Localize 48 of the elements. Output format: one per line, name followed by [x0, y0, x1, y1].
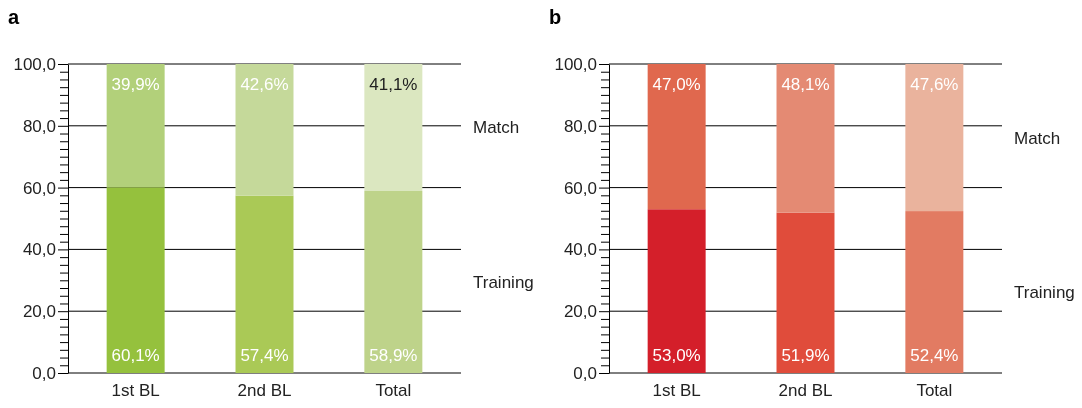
y-tick-label: 100,0 — [13, 54, 56, 74]
data-label: 42,6% — [240, 75, 289, 94]
y-tick-label: 100,0 — [554, 54, 597, 74]
data-label: 51,9% — [781, 346, 830, 365]
data-label: 57,4% — [240, 346, 289, 365]
bar — [647, 64, 706, 210]
y-tick-label: 60,0 — [563, 178, 597, 198]
y-tick-label: 80,0 — [563, 116, 597, 136]
x-tick-label: Total — [375, 381, 412, 401]
text: Training — [1014, 283, 1075, 303]
data-label: 41,1% — [369, 75, 418, 94]
chart-title: b — [549, 6, 562, 28]
data-label: 52,4% — [910, 346, 959, 365]
x-tick-label: 2nd BL — [237, 381, 292, 401]
data-label: 47,0% — [652, 75, 701, 94]
bar — [905, 64, 964, 212]
y-tick-label: 60,0 — [22, 178, 56, 198]
data-label: 60,1% — [111, 346, 160, 365]
bar — [106, 64, 165, 188]
x-tick-label: Total — [916, 381, 953, 401]
y-tick-label: 20,0 — [563, 302, 597, 322]
chart-title: a — [8, 6, 20, 28]
x-tick-label: 2nd BL — [778, 381, 833, 401]
bar — [776, 64, 835, 213]
bar — [364, 64, 423, 191]
y-tick-label: 0,0 — [573, 363, 597, 383]
data-label: 48,1% — [781, 75, 830, 94]
bar — [235, 64, 294, 196]
bar — [647, 209, 706, 373]
y-tick-label: 0,0 — [32, 363, 56, 383]
y-tick-label: 80,0 — [22, 116, 56, 136]
y-tick-label: 40,0 — [22, 240, 56, 260]
bar — [106, 187, 165, 373]
x-tick-label: 1st BL — [111, 381, 160, 401]
x-tick-label: 1st BL — [652, 381, 701, 401]
bar — [364, 191, 423, 373]
data-label: 53,0% — [652, 346, 701, 365]
data-label: 47,6% — [910, 75, 959, 94]
bar — [235, 195, 294, 373]
text: Match — [473, 118, 520, 138]
text: Match — [1014, 128, 1061, 148]
text: Training — [473, 273, 534, 292]
data-label: 39,9% — [111, 75, 160, 94]
y-tick-label: 20,0 — [22, 302, 56, 322]
y-tick-label: 40,0 — [563, 240, 597, 260]
bar — [776, 212, 835, 373]
data-label: 58,9% — [369, 346, 418, 365]
bar — [905, 211, 964, 373]
